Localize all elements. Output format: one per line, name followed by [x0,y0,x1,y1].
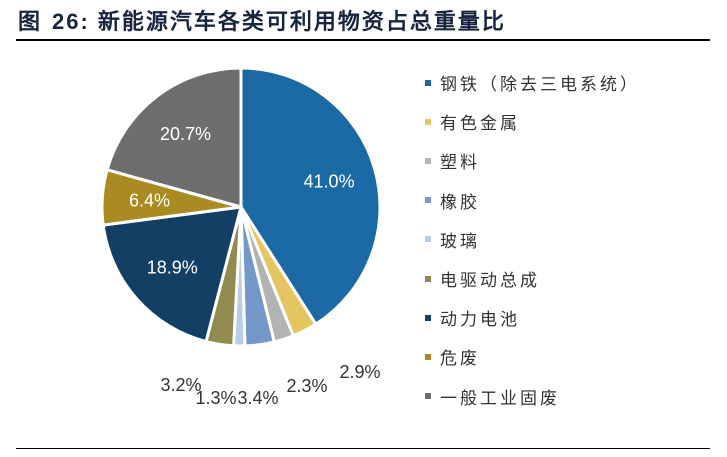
legend-item: 塑料 [425,141,640,180]
pie-slice [105,66,243,209]
data-label: 3.2% [160,375,201,395]
legend-label: 电驱动总成 [440,271,540,292]
data-label: 1.3% [195,388,236,408]
legend-item: 一般工业固废 [425,377,640,416]
legend-label: 一般工业固废 [440,388,560,409]
legend-label: 危废 [440,349,480,370]
legend-label: 有色金属 [440,114,520,135]
data-label: 18.9% [147,258,198,278]
pie-slice [101,205,244,344]
legend-swatch [425,236,431,243]
legend-swatch [425,393,431,400]
legend-label: 动力电池 [440,310,520,331]
top-rule [16,39,710,41]
legend-item: 钢铁（除去三电系统） [425,63,640,102]
legend-label: 玻璃 [440,231,480,252]
legend-swatch [425,275,431,282]
data-label: 2.3% [286,376,327,396]
legend-swatch [425,197,431,204]
data-label: 41.0% [304,171,355,191]
legend-item: 橡胶 [425,181,640,220]
figure-number: 26: [52,9,90,34]
legend-item: 动力电池 [425,298,640,337]
legend-swatch [425,157,431,164]
data-label: 6.4% [129,191,170,211]
legend-label: 橡胶 [440,192,480,213]
legend-label: 钢铁（除去三电系统） [440,75,640,96]
data-label: 3.4% [237,388,278,408]
legend-item: 电驱动总成 [425,259,640,298]
legend-label: 塑料 [440,153,480,174]
legend: 钢铁（除去三电系统） 有色金属塑料橡胶玻璃电驱动总成动力电池危废一般工业固废 [425,63,640,416]
figure-title: 图 26: 新能源汽车各类可利用物资占总重量比 [18,4,506,36]
legend-swatch [425,79,431,86]
legend-item: 危废 [425,337,640,376]
data-label: 2.9% [339,362,380,382]
data-label: 20.7% [160,124,211,144]
legend-swatch [425,118,431,125]
figure-title-text: 新能源汽车各类可利用物资占总重量比 [97,10,506,35]
figure-prefix: 图 [18,10,43,35]
legend-item: 玻璃 [425,220,640,259]
legend-item: 有色金属 [425,102,640,141]
bottom-rule [16,448,710,449]
legend-swatch [425,353,431,360]
legend-swatch [425,314,431,321]
